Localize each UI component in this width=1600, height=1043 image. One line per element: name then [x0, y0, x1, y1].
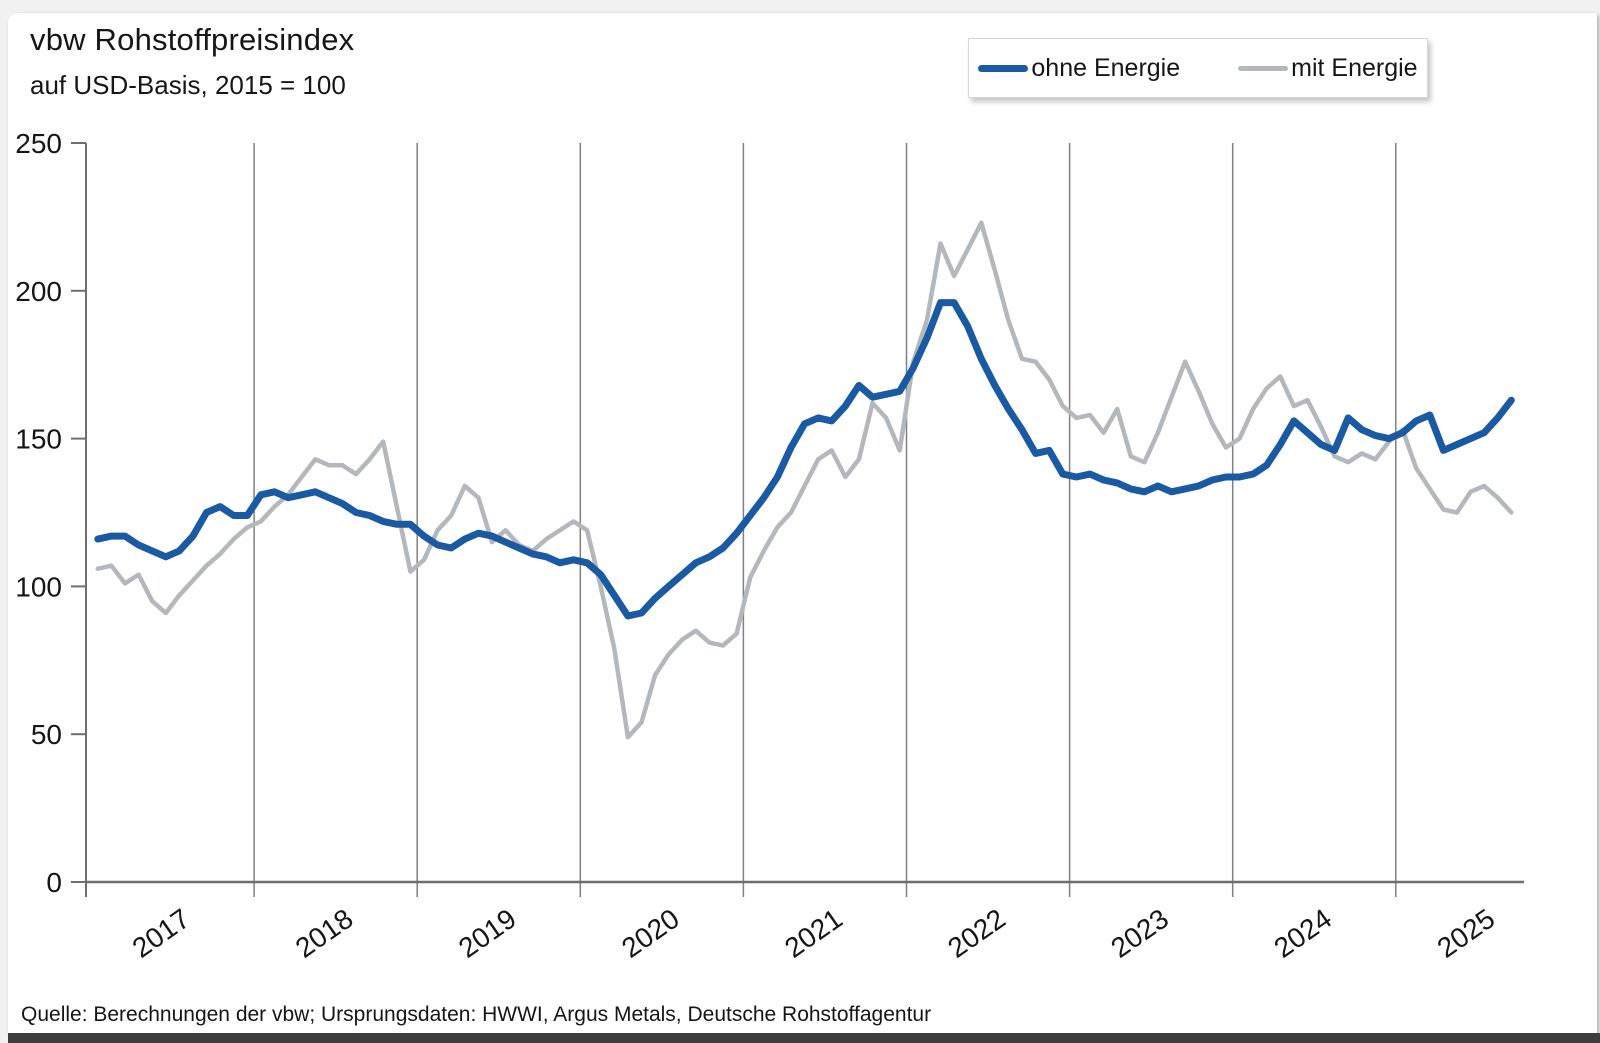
- x-year-label: 2023: [1105, 903, 1174, 964]
- y-tick-label: 200: [15, 276, 62, 307]
- x-year-label: 2018: [290, 903, 359, 964]
- page-title: vbw Rohstoffpreisindex: [30, 22, 355, 57]
- legend-item-ohne-energie: ohne Energie: [978, 54, 1180, 83]
- x-year-label: 2017: [127, 903, 196, 964]
- series-line-mit-energie: [95, 220, 1514, 740]
- y-tick-label: 0: [46, 867, 62, 898]
- source-note: Quelle: Berechnungen der vbw; Ursprungsd…: [21, 1003, 932, 1026]
- x-year-label: 2022: [942, 903, 1011, 964]
- x-year-label: 2024: [1268, 903, 1337, 964]
- chart-legend: ohne Energie mit Energie: [968, 38, 1428, 98]
- x-year-label: 2020: [616, 903, 685, 964]
- x-year-label: 2019: [453, 903, 522, 964]
- legend-label-mit-energie: mit Energie: [1291, 53, 1418, 82]
- legend-item-mit-energie: mit Energie: [1238, 53, 1418, 83]
- ohne-energie-line-swatch: [978, 64, 1029, 72]
- y-tick-label: 150: [15, 424, 62, 455]
- page-subtitle: auf USD-Basis, 2015 = 100: [30, 70, 346, 100]
- series-line-ohne-energie: [94, 299, 1515, 620]
- legend-label-ohne-energie: ohne Energie: [1031, 53, 1181, 82]
- chart-card: [8, 13, 1597, 1033]
- y-tick-label: 50: [31, 719, 62, 750]
- bottom-bar: [8, 1033, 1600, 1043]
- y-tick-label: 100: [15, 571, 62, 602]
- x-year-label: 2021: [779, 903, 848, 964]
- x-year-label: 2025: [1431, 903, 1500, 964]
- mit-energie-line-swatch: [1238, 65, 1289, 71]
- y-tick-label: 250: [15, 128, 62, 159]
